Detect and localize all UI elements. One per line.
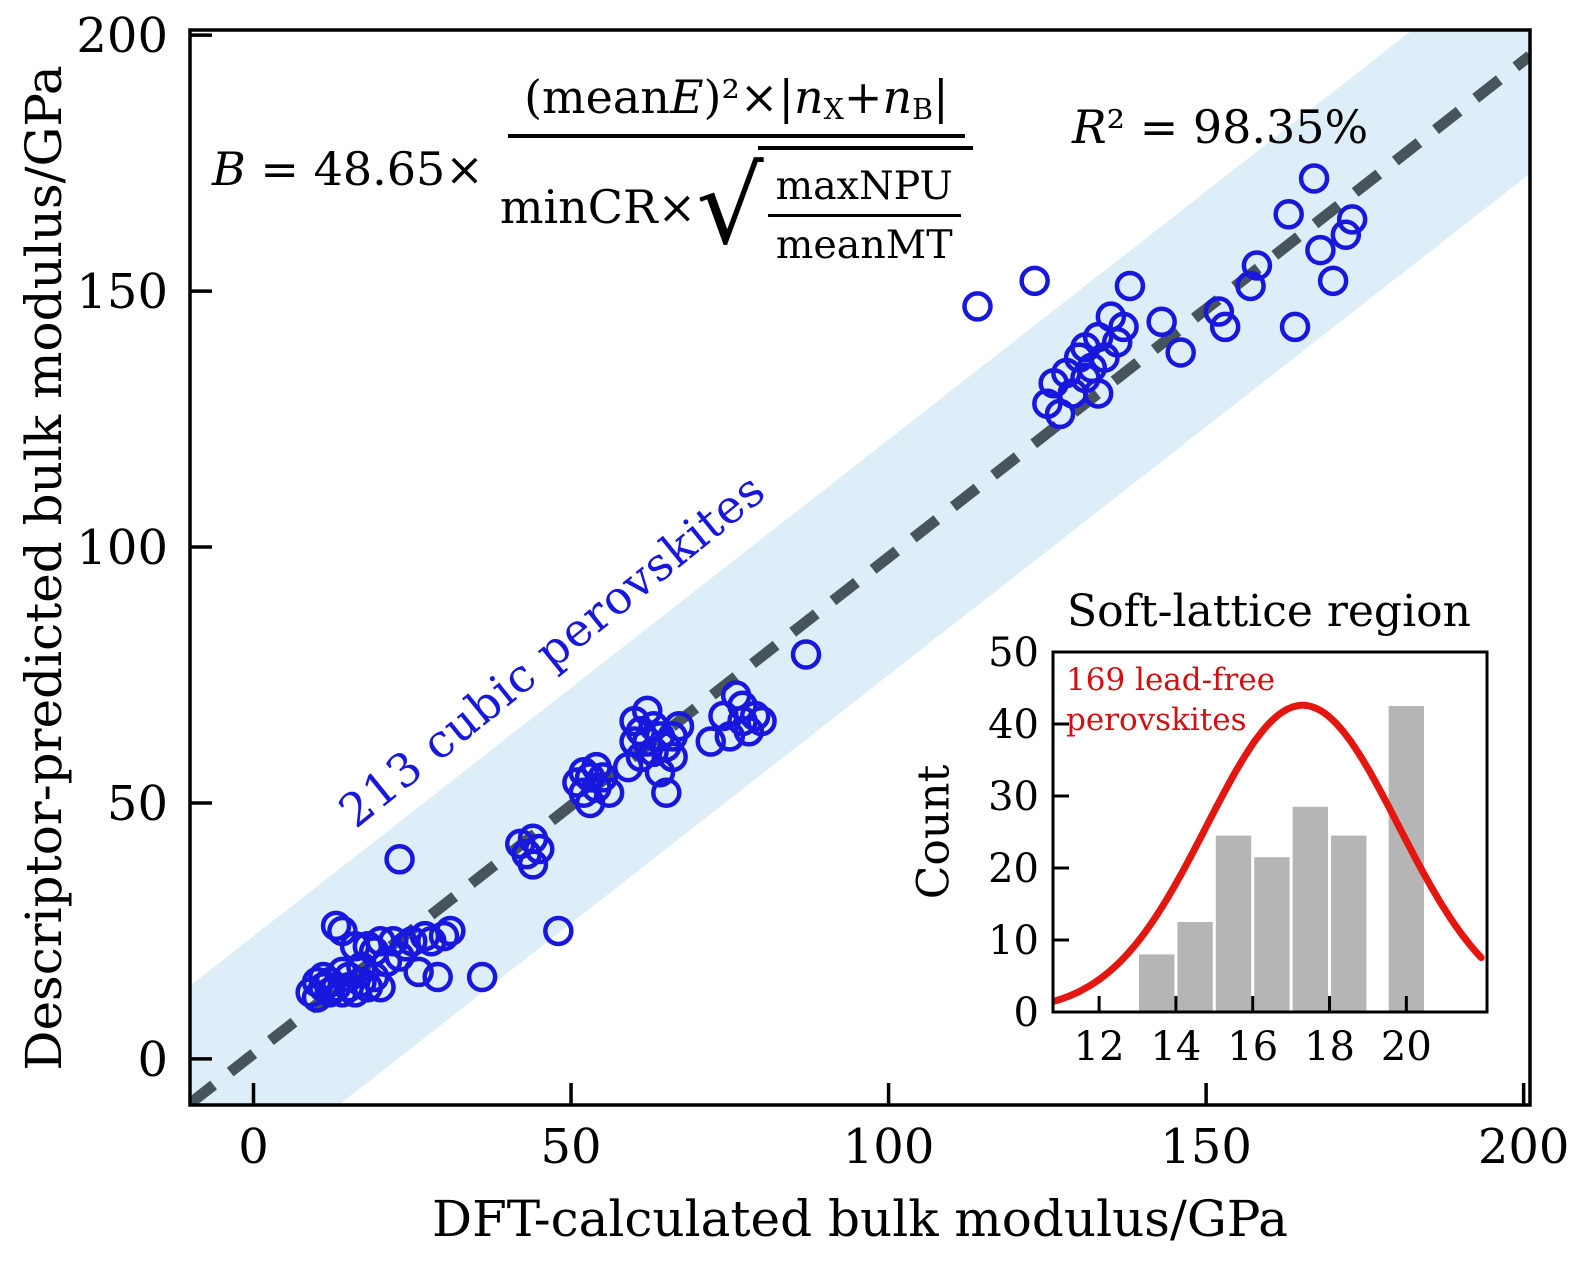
y-tick-label: 50: [107, 776, 168, 832]
data-point: [1305, 234, 1336, 266]
data-point: [403, 956, 434, 988]
inset-y-tick-label: 50: [988, 630, 1039, 676]
data-point: [632, 695, 663, 727]
inset-annotation: 169 lead-free perovskites: [1066, 660, 1275, 741]
data-point: [587, 762, 619, 793]
y-tick-label: 200: [76, 8, 168, 64]
inset-y-tick-label: 20: [988, 846, 1039, 892]
data-point: [1241, 250, 1273, 281]
histogram-bar: [1292, 806, 1329, 1012]
r-squared-annotation: R² = 98.35%: [1072, 100, 1369, 154]
inset-title: Soft-lattice region: [1066, 586, 1471, 637]
inset-annotation-line1: 169 lead-free: [1066, 662, 1276, 698]
inset-y-tick-label: 40: [988, 702, 1039, 748]
data-point: [1273, 199, 1304, 230]
data-point: [384, 844, 415, 875]
scatter-points: [295, 163, 1368, 1013]
data-point: [1336, 204, 1368, 235]
data-point: [593, 777, 625, 808]
y-axis-label: Descriptor-predicted bulk modulus/GPa: [15, 65, 73, 1071]
inset-x-tick-label: 20: [1381, 1024, 1432, 1070]
data-point: [695, 726, 727, 757]
inset-x-tick-label: 12: [1074, 1024, 1125, 1070]
x-tick-label: 200: [1478, 1119, 1570, 1175]
distribution-curve: [1053, 701, 1485, 1005]
descriptor-formula: B = 48.65× (meanE)²×|nX+nB| minCR× √ max…: [212, 70, 973, 268]
formula-denominator: minCR× √ maxNPU meanMT: [500, 138, 973, 268]
data-point: [663, 710, 695, 742]
histogram-bar: [1177, 922, 1213, 1012]
data-point: [422, 961, 453, 993]
data-point: [428, 920, 460, 952]
x-tick-label: 0: [238, 1119, 269, 1175]
data-point: [657, 741, 688, 773]
y-tick-label: 150: [76, 264, 168, 320]
histogram-bar: [1254, 857, 1290, 1012]
data-point: [1082, 378, 1114, 409]
data-point: [524, 833, 555, 865]
data-point: [1101, 327, 1133, 358]
data-point: [746, 705, 777, 737]
x-tick-label: 100: [843, 1119, 935, 1175]
data-point: [651, 777, 682, 808]
formula-lhs: B = 48.65×: [212, 141, 484, 196]
inset-y-tick-label: 10: [988, 918, 1039, 964]
inset-x-tick-label: 16: [1227, 1024, 1278, 1070]
data-point: [1235, 270, 1266, 302]
data-point: [1108, 311, 1139, 343]
data-point: [1019, 265, 1050, 297]
histogram-bars: [1138, 706, 1425, 1012]
data-point: [1298, 163, 1330, 194]
data-point: [1330, 219, 1362, 251]
data-point: [543, 915, 574, 947]
data-point: [739, 700, 771, 732]
data-point: [466, 961, 498, 993]
data-point: [962, 291, 993, 322]
data-point: [1165, 337, 1196, 368]
histogram-bar: [1331, 835, 1367, 1012]
data-point: [1209, 311, 1241, 343]
data-point: [1146, 306, 1177, 338]
histogram-bar: [1138, 954, 1175, 1012]
formula-numerator: (meanE)²×|nX+nB|: [508, 70, 965, 138]
data-point: [1279, 311, 1311, 343]
inset-annotation-line2: perovskites: [1066, 702, 1247, 739]
x-axis-label: DFT-calculated bulk modulus/GPa: [432, 1190, 1288, 1248]
y-tick-label: 0: [137, 1032, 168, 1088]
data-point: [1114, 270, 1146, 302]
data-point: [1203, 296, 1235, 327]
inset-x-tick-label: 18: [1304, 1024, 1355, 1070]
data-point: [320, 910, 352, 942]
data-point: [790, 639, 822, 670]
inset-x-tick-label: 14: [1150, 1024, 1201, 1070]
inset-frame: [1051, 650, 1489, 1014]
inset-y-tick-label: 30: [988, 774, 1039, 820]
data-point: [1317, 265, 1349, 297]
square-root: √ maxNPU meanMT: [696, 145, 973, 269]
inset-y-tick-label: 0: [1014, 990, 1039, 1036]
x-tick-label: 50: [541, 1119, 602, 1175]
inset-count-axis-label: Count: [908, 764, 960, 900]
x-tick-label: 150: [1160, 1119, 1252, 1175]
main-plot-frame: [188, 28, 1532, 1107]
y-tick-label: 100: [76, 520, 168, 576]
radical-sign: √: [696, 145, 764, 269]
data-point: [435, 915, 466, 947]
formula-fraction: (meanE)²×|nX+nB| minCR× √ maxNPU meanMT: [500, 70, 973, 268]
histogram-bar: [1215, 835, 1252, 1012]
